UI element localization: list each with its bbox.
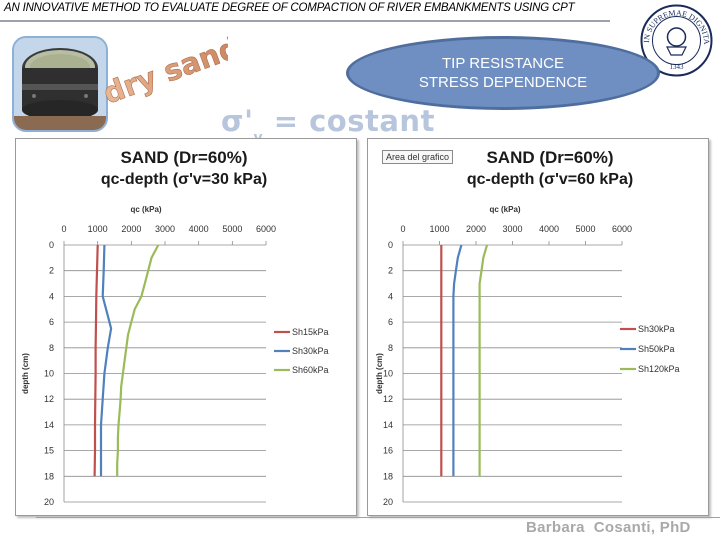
y-tick-label: 4	[388, 291, 393, 301]
sigma-subscript: v	[253, 130, 263, 146]
x-tick-label: 2000	[466, 224, 486, 234]
sigma-symbol: σ	[221, 104, 245, 138]
y-tick-label: 10	[44, 369, 54, 379]
y-axis-title: depth (cm)	[375, 353, 384, 394]
sigma-prime: '	[244, 104, 254, 138]
x-tick-label: 6000	[256, 224, 276, 234]
x-tick-label: 3000	[155, 224, 175, 234]
x-tick-label: 2000	[121, 224, 141, 234]
x-tick-label: 6000	[612, 224, 632, 234]
x-tick-label: 4000	[539, 224, 559, 234]
y-tick-label: 8	[49, 343, 54, 353]
y-tick-label: 2	[49, 266, 54, 276]
y-tick-label: 6	[49, 317, 54, 327]
x-tick-label: 4000	[189, 224, 209, 234]
x-axis-title: qc (kPa)	[130, 205, 161, 214]
x-tick-label: 5000	[575, 224, 595, 234]
x-tick-label: 1000	[88, 224, 108, 234]
chart-title: SAND (Dr=60%)	[120, 148, 247, 167]
y-tick-label: 14	[383, 420, 393, 430]
bubble-line-1: TIP RESISTANCE	[442, 55, 564, 72]
y-tick-label: 15	[44, 446, 54, 456]
series-line-sh120kpa	[478, 244, 489, 477]
sample-container-image	[14, 38, 106, 130]
slide-title: AN INNOVATIVE METHOD TO EVALUATE DEGREE …	[4, 2, 575, 14]
y-tick-label: 0	[388, 240, 393, 250]
chart-subtitle: qc-depth (σ'v=30 kPa)	[101, 171, 267, 188]
footer-divider	[36, 517, 720, 518]
x-axis-title: qc (kPa)	[489, 205, 520, 214]
y-tick-label: 4	[49, 291, 54, 301]
y-tick-label: 20	[383, 497, 393, 507]
university-seal-logo: IN SUPREMAE DIGNITATIS 1343	[639, 3, 713, 77]
legend-label: Sh30kPa	[292, 346, 329, 356]
legend-label: Sh50kPa	[638, 344, 675, 354]
sigma-rest: = costant	[263, 104, 435, 138]
dry-sand-wordart: dry sand	[100, 30, 228, 111]
header-divider	[0, 20, 610, 22]
y-tick-label: 14	[44, 420, 54, 430]
legend-label: Sh60kPa	[292, 365, 329, 375]
chart-panel-60kpa[interactable]: SAND (Dr=60%) qc-depth (σ'v=60 kPa) qc (kP…	[367, 138, 709, 516]
seal-year: 1343	[670, 63, 685, 71]
x-tick-label: 3000	[502, 224, 522, 234]
chart-area-tooltip: Area del grafico	[382, 150, 454, 164]
chart-30kpa[interactable]: SAND (Dr=60%) qc-depth (σ'v=30 kPa) qc (kP…	[16, 139, 356, 515]
chart-title: SAND (Dr=60%)	[486, 148, 613, 167]
sample-photo	[12, 36, 108, 132]
dry-sand-text: dry sand	[100, 30, 228, 111]
y-tick-label: 18	[44, 471, 54, 481]
y-tick-label: 8	[388, 343, 393, 353]
x-tick-label: 1000	[429, 224, 449, 234]
bubble-line-2: STRESS DEPENDENCE	[418, 74, 588, 91]
chart-60kpa[interactable]: SAND (Dr=60%) qc-depth (σ'v=60 kPa) qc (kP…	[368, 139, 708, 515]
topic-bubble: TIP RESISTANCE STRESS DEPENDENCE	[346, 36, 660, 110]
y-tick-label: 20	[44, 497, 54, 507]
y-tick-label: 12	[383, 394, 393, 404]
series-line-sh15kpa	[93, 244, 99, 477]
y-tick-label: 12	[44, 394, 54, 404]
x-tick-label: 0	[61, 224, 66, 234]
x-tick-label: 0	[400, 224, 405, 234]
legend-label: Sh120kPa	[638, 364, 680, 374]
chart-subtitle: qc-depth (σ'v=60 kPa)	[467, 171, 633, 188]
legend-label: Sh30kPa	[638, 324, 675, 334]
y-tick-label: 16	[383, 446, 393, 456]
y-tick-label: 18	[383, 471, 393, 481]
y-axis-title: depth (cm)	[21, 353, 30, 394]
x-tick-label: 5000	[222, 224, 242, 234]
chart-panel-30kpa[interactable]: SAND (Dr=60%) qc-depth (σ'v=30 kPa) qc (kP…	[15, 138, 357, 516]
y-tick-label: 0	[49, 240, 54, 250]
sigma-constant-heading: σ'v = costant	[221, 104, 435, 146]
series-line-sh30kpa	[99, 244, 113, 477]
y-tick-label: 2	[388, 266, 393, 276]
author-name: Barbara Cosanti, PhD	[526, 519, 691, 536]
legend-label: Sh15kPa	[292, 327, 329, 337]
series-line-sh60kpa	[116, 244, 160, 477]
y-tick-label: 6	[388, 317, 393, 327]
series-line-sh50kpa	[452, 244, 463, 477]
y-tick-label: 10	[383, 369, 393, 379]
